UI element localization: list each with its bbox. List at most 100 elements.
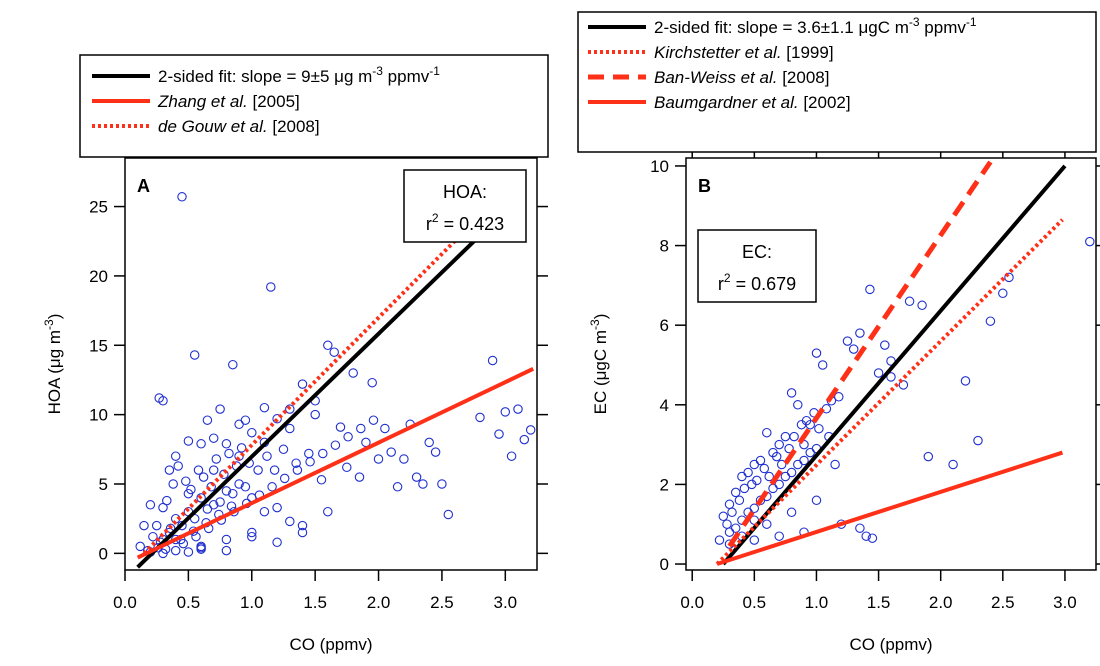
data-point [348, 368, 358, 378]
data-point [737, 471, 747, 482]
data-point [191, 531, 201, 542]
data-point [253, 465, 263, 475]
legend-author: Zhang et al. [157, 92, 248, 111]
legend-entry: 2-sided fit: slope = 3.6±1.1 μgC m-3 ppm… [654, 15, 977, 37]
data-point [183, 488, 194, 499]
y-label-part: gC m [591, 330, 610, 371]
legend-author: Kirchstetter et al. [654, 43, 782, 62]
fit-line-solid-red [136, 367, 535, 560]
data-point [411, 472, 422, 482]
legend-entry: Zhang et al. [2005] [157, 92, 300, 111]
fit-line-dashed-red [727, 160, 993, 548]
x-tick-label: 3.0 [493, 593, 517, 612]
data-point [373, 454, 384, 464]
data-point [380, 423, 390, 434]
data-point [343, 432, 353, 442]
data-point [762, 427, 772, 438]
data-point [224, 448, 234, 459]
x-tick-label: 1.5 [303, 593, 327, 612]
data-point [724, 499, 735, 510]
data-point [183, 436, 194, 446]
y-axis-label: HOA (μg m-3) [42, 314, 64, 415]
y-tick-label: 10 [650, 157, 669, 176]
data-point [386, 447, 396, 457]
annotation-r2: r2 = 0.679 [718, 271, 796, 294]
data-point [786, 388, 797, 398]
legend-text: gC m [868, 18, 909, 37]
y-tick-label: 0 [660, 555, 669, 574]
data-point [198, 472, 209, 482]
data-point [771, 451, 782, 462]
data-point [880, 340, 890, 350]
data-point [139, 520, 149, 531]
x-tick-label: 0.5 [177, 593, 201, 612]
data-point [278, 444, 289, 455]
data-point [780, 471, 791, 482]
data-point [177, 192, 187, 202]
data-point [189, 350, 200, 360]
data-point [272, 414, 282, 424]
legend-ref: [1999] [782, 43, 834, 62]
data-point [221, 486, 232, 496]
data-point [259, 402, 270, 413]
data-point [749, 459, 760, 470]
data-point [247, 527, 257, 538]
data-point [292, 465, 303, 475]
y-label-part: ) [591, 314, 610, 320]
legend-author: Baumgardner et al. [654, 93, 799, 112]
data-point [764, 471, 774, 482]
data-point [399, 454, 409, 464]
data-point [811, 348, 822, 358]
data-point [774, 439, 784, 450]
data-point [430, 447, 441, 457]
data-point [734, 495, 745, 506]
data-point [739, 483, 750, 494]
data-point [297, 527, 308, 538]
x-tick-label: 2.5 [430, 593, 454, 612]
data-point [335, 422, 346, 432]
data-point [418, 479, 428, 489]
data-point [861, 531, 871, 541]
data-point [170, 545, 181, 556]
data-point [855, 328, 865, 338]
x-tick-label: 1.0 [805, 593, 829, 612]
data-point [145, 500, 156, 510]
legend-author: Ban-Weiss et al. [654, 68, 777, 87]
legend-ref: [2005] [248, 92, 300, 111]
data-point [718, 511, 729, 522]
data-point [793, 459, 803, 470]
data-point [247, 531, 257, 542]
r-value: = 0.679 [731, 274, 797, 294]
x-tick-label: 1.0 [240, 593, 264, 612]
data-point [801, 415, 812, 426]
legend-author: de Gouw et al. [158, 117, 268, 136]
data-point [811, 495, 822, 506]
data-point [318, 448, 328, 459]
fit-lines [136, 221, 535, 569]
data-point [973, 435, 983, 446]
data-point [215, 404, 225, 414]
data-point [202, 415, 213, 425]
data-point [722, 519, 732, 529]
annotation-box [697, 229, 817, 303]
data-point [267, 482, 277, 492]
x-tick-label: 2.0 [367, 593, 391, 612]
data-point [755, 455, 766, 466]
data-point [506, 451, 517, 461]
data-point [867, 533, 878, 543]
y-label-sup: -3 [588, 319, 602, 330]
data-point [221, 439, 232, 449]
data-point [323, 506, 333, 517]
data-point [917, 300, 927, 311]
legend-text: ppmv [383, 67, 430, 86]
data-point [714, 535, 725, 545]
x-tick-label: 0.0 [680, 593, 704, 612]
data-point [424, 437, 434, 448]
data-point [367, 377, 377, 388]
data-point [774, 531, 784, 541]
data-point [173, 461, 183, 471]
data-point [164, 465, 175, 475]
data-point [752, 475, 762, 486]
data-point [310, 409, 320, 420]
